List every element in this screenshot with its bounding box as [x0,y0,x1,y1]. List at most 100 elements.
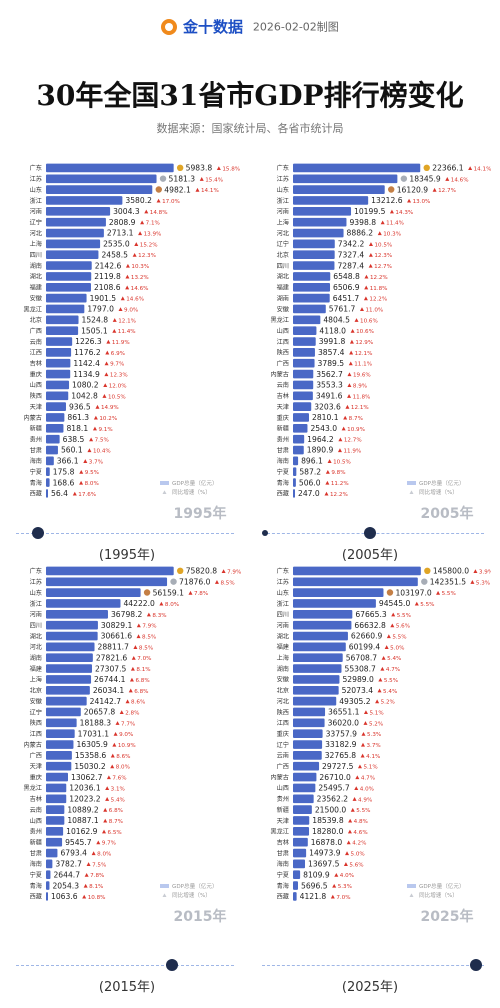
up-arrow-icon [368,242,373,246]
growth-label: 17.0% [162,199,180,205]
bar [293,696,337,706]
timeline-dot-icon [166,959,178,971]
value-label: 9545.7 [65,838,92,847]
growth-label: 10.6% [360,318,378,324]
value-label: 36798.2 [111,610,143,619]
growth-label: 10.8% [88,895,106,901]
brand-name: 金十数据 [183,18,244,36]
bar [46,207,111,216]
bar [46,685,90,695]
value-label: 3491.6 [316,391,343,400]
value-label: 32765.8 [325,751,357,760]
growth-label: 8.0% [165,602,179,608]
value-label: 10887.1 [67,816,99,825]
up-arrow-icon [214,580,219,584]
province-label: 海南 [30,860,42,868]
growth-label: 13.2% [131,275,149,281]
growth-label: 11.9% [112,340,130,346]
bar [293,653,343,663]
up-arrow-icon [414,601,419,606]
up-arrow-icon [84,873,89,877]
bar [46,761,72,771]
up-arrow-icon [364,285,369,290]
bar [46,315,79,325]
bar [293,467,297,477]
bar [46,751,72,760]
growth-label: 10.9% [118,743,136,749]
up-arrow-icon [129,677,134,682]
growth-label: 10.2% [99,416,117,422]
bar [293,456,299,466]
value-label: 1901.5 [90,294,117,303]
growth-label: 11.2% [331,481,349,487]
province-label: 湖南 [277,665,289,673]
growth-label: 4.0% [340,873,354,879]
up-arrow-icon [436,590,441,595]
value-label: 2119.8 [94,272,121,281]
value-label: 6793.4 [60,849,87,858]
bar [293,892,297,901]
province-label: 宁夏 [277,468,289,476]
growth-label: 7.5% [95,438,109,444]
growth-label: 5.1% [369,710,383,716]
growth-label: 5.3% [367,732,381,738]
growth-label: 6.8% [134,689,148,695]
growth-label: 17.6% [78,492,96,498]
growth-label: 11.8% [353,394,371,400]
province-label: 天津 [30,763,42,771]
bar [46,272,92,281]
growth-label: 4.7% [361,776,375,782]
province-label: 山西 [277,327,289,335]
province-label: 湖北 [277,632,290,640]
province-label: 天津 [277,403,289,411]
value-label: 8886.2 [347,229,374,238]
growth-label: 14.3% [395,210,413,216]
bar [293,848,307,858]
province-label: 山东 [277,589,289,597]
province-label: 山东 [30,589,42,597]
bar [46,892,48,901]
bar [293,881,298,890]
bar [46,163,174,173]
province-label: 河南 [30,611,42,619]
province-label: 浙江 [277,600,289,608]
value-label: 17031.1 [78,729,110,738]
value-label: 4982.1 [164,185,191,194]
value-label: 7327.4 [338,250,365,259]
bar [293,478,296,487]
value-label: 56159.1 [153,588,185,597]
value-label: 142351.5 [430,577,466,586]
value-label: 2535.0 [103,240,130,249]
bar [46,217,106,227]
up-arrow-icon [91,851,96,856]
bar [293,751,322,760]
value-label: 4118.0 [319,326,346,335]
bar [46,358,71,368]
value-label: 1142.4 [73,359,100,368]
growth-label: 8.6% [116,754,130,760]
chart-2015-svg: 广东 75820.8 7.9% 江苏 71876.0 8.5% 山东 56159.1 7.8% 浙… [23,566,241,925]
value-label: 20657.8 [84,708,116,717]
up-arrow-icon [363,296,368,301]
bar [46,250,99,260]
province-label: 海南 [277,457,289,465]
timeline-2025 [262,958,484,972]
bar [293,772,317,782]
province-label: 内蒙古 [23,414,42,422]
province-label: 湖南 [277,294,289,302]
province-label: 甘肃 [277,849,289,857]
value-label: 1524.8 [82,316,109,325]
value-label: 638.5 [63,435,85,444]
province-label: 新疆 [30,425,42,433]
growth-label: 8.5% [220,580,234,586]
value-label: 15030.2 [74,762,106,771]
caption-2005: (2005年) [341,548,399,563]
timeline-dot-icon [364,527,376,539]
up-arrow-icon [83,883,88,888]
growth-label: 8.0% [85,481,99,487]
growth-label: 4.0% [360,786,374,792]
up-arrow-icon [368,263,373,268]
province-label: 福建 [277,643,289,651]
value-label: 71876.0 [179,577,211,586]
bar [46,282,91,292]
